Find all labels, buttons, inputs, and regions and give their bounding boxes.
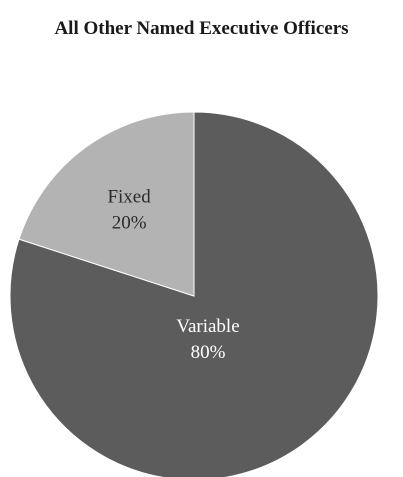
- slice-label-fixed: Fixed: [107, 187, 151, 208]
- slice-label-variable: Variable: [176, 316, 239, 337]
- pie-slice-variable: [9, 111, 379, 477]
- pie-slice-fixed: [18, 111, 195, 297]
- slice-value-variable: 80%: [191, 342, 226, 363]
- chart-title: All Other Named Executive Officers: [54, 18, 349, 39]
- slice-value-fixed: 20%: [112, 213, 147, 234]
